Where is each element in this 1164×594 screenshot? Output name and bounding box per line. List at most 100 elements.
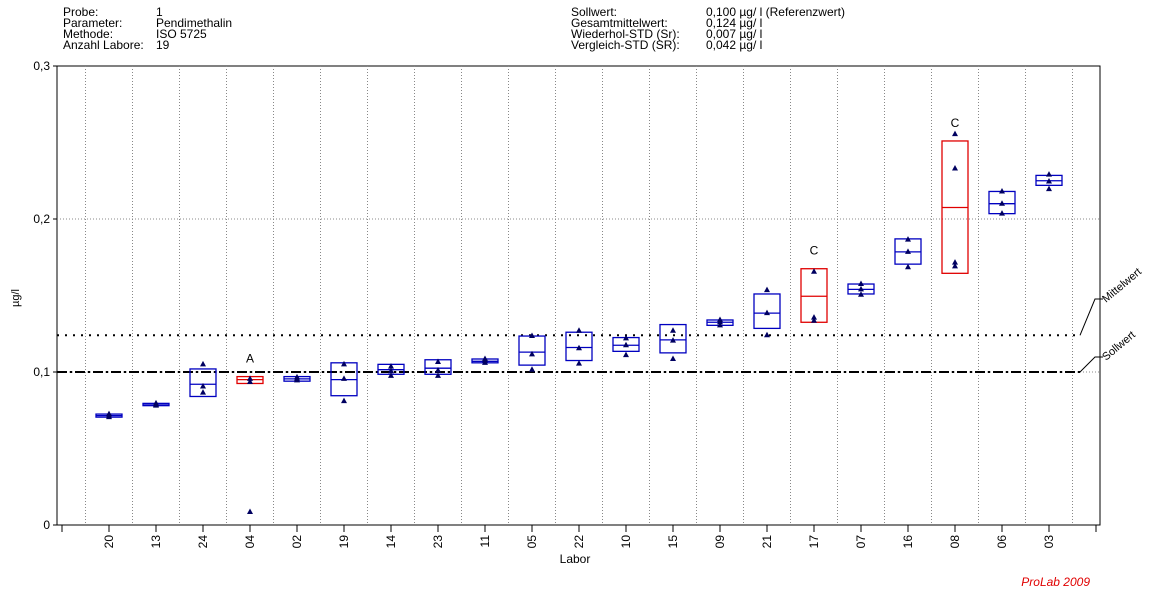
lab-data-point <box>435 358 441 365</box>
lab-box <box>659 323 687 354</box>
lab-data-point <box>200 389 206 395</box>
lab-data-point <box>529 332 535 339</box>
x-tick-label: 11 <box>478 535 492 548</box>
info-row-wiederhol-std: Wiederhol-STD (Sr): 0,007 µg/ l <box>571 27 845 41</box>
lab-09: 09 <box>706 316 734 549</box>
lab-data-point <box>623 334 629 341</box>
lab-data-point <box>388 363 394 369</box>
lab-data-point <box>952 165 958 171</box>
reference-lines: Mittelwert Sollwert <box>57 266 1144 373</box>
lab-data-point <box>811 268 817 274</box>
lab-07: 07 <box>847 280 875 548</box>
y-tick-label: 0,2 <box>33 212 50 226</box>
lab-data-point <box>247 508 253 514</box>
lab-data-point <box>529 350 535 357</box>
info-value: ISO 5725 <box>156 27 207 41</box>
lab-data-point <box>200 383 206 389</box>
lab-data-point <box>529 366 535 372</box>
statistics-info-block: Sollwert: 0,100 µg/ l (Referenzwert) Gesa… <box>571 5 845 52</box>
x-tick-label: 21 <box>760 535 774 549</box>
lab-data-point <box>576 327 582 333</box>
lab-box <box>189 368 217 398</box>
lab-23: 23 <box>424 358 452 548</box>
lab-data-point <box>341 360 347 367</box>
lab-08: C 08 <box>941 116 969 548</box>
lab-13: 13 <box>142 399 170 548</box>
y-tick-label: 0,3 <box>33 59 50 73</box>
lab-data-point <box>811 314 817 320</box>
info-key: Wiederhol-STD (Sr): <box>571 27 680 41</box>
info-value: 19 <box>156 38 170 52</box>
lab-data-point <box>247 375 253 381</box>
lab-05: 05 <box>518 332 546 549</box>
x-tick-label: 06 <box>995 535 1009 549</box>
info-value: 1 <box>156 5 163 19</box>
lab-data-point <box>905 248 911 254</box>
lab-box <box>518 335 546 366</box>
reference-label-mittelwert: Mittelwert <box>1100 266 1144 305</box>
lab-data-point <box>200 360 206 367</box>
info-row-vergleich-std: Vergleich-STD (SR): 0,042 µg/ l <box>571 38 845 52</box>
lab-data-point <box>858 285 864 292</box>
info-value: 0,007 µg/ l <box>706 27 763 41</box>
lab-data-point <box>670 327 676 333</box>
lab-data-point <box>153 399 159 406</box>
x-tick-label: 16 <box>901 535 915 549</box>
lab-boxes: 20 13 24 A 04 02 19 14 23 11 05 22 10 15 09 21 C 17 07 16 C 0… <box>95 116 1063 549</box>
info-value: 0,042 µg/ l <box>706 38 763 52</box>
lab-data-point <box>999 210 1005 216</box>
x-tick-label: 09 <box>713 535 727 549</box>
reference-leader <box>1079 298 1103 336</box>
lab-data-point <box>905 236 911 242</box>
reference-label-sollwert: Sollwert <box>1100 329 1138 363</box>
x-tick-label: 02 <box>290 535 304 549</box>
lab-22: 22 <box>565 327 593 548</box>
info-key: Probe: <box>63 5 99 19</box>
lab-flag-label: A <box>246 352 254 366</box>
axes: 0 0,1 0,2 0,3 <box>33 59 1097 532</box>
lab-data-point <box>435 366 441 373</box>
lab-data-point <box>388 372 394 378</box>
lab-data-point <box>858 291 864 297</box>
lab-14: 14 <box>377 363 405 548</box>
info-key: Vergleich-STD (SR): <box>571 38 680 52</box>
lab-data-point <box>952 130 958 137</box>
lab-data-point <box>905 263 911 270</box>
lab-data-point <box>576 360 582 366</box>
lab-data-point <box>623 341 629 348</box>
lab-data-point <box>388 367 394 374</box>
x-tick-label: 19 <box>337 535 351 549</box>
info-row-gesamtmittelwert: Gesamtmittelwert: 0,124 µg/ l <box>571 16 845 30</box>
lab-data-point <box>1046 171 1052 177</box>
lab-data-point <box>341 397 347 404</box>
y-tick-label: 0,1 <box>33 365 50 379</box>
lab-19: 19 <box>330 360 358 549</box>
lab-04: A 04 <box>236 352 264 549</box>
lab-06: 06 <box>988 187 1016 549</box>
info-value: Pendimethalin <box>156 16 233 30</box>
info-value: 0,100 µg/ l (Referenzwert) <box>706 5 845 19</box>
x-tick-label: 15 <box>666 535 680 549</box>
lab-data-point <box>1046 185 1052 192</box>
x-tick-label: 05 <box>525 535 539 549</box>
info-key: Sollwert: <box>571 5 618 19</box>
info-value: 0,124 µg/ l <box>706 16 763 30</box>
x-tick-label: 04 <box>243 535 257 549</box>
info-key: Anzahl Labore: <box>63 38 144 52</box>
lab-data-point <box>811 317 817 323</box>
lab-box <box>753 293 781 330</box>
lab-17: C 17 <box>800 244 828 549</box>
x-tick-label: 03 <box>1042 535 1056 549</box>
y-tick-label: 0 <box>43 518 50 532</box>
lab-data-point <box>435 372 441 378</box>
y-axis-label: µg/l <box>10 289 22 307</box>
info-row-probe: Probe: 1 <box>63 5 232 19</box>
lab-data-point <box>341 375 347 381</box>
lab-03: 03 <box>1035 171 1063 549</box>
info-key: Gesamtmittelwert: <box>571 16 668 30</box>
lab-data-point <box>670 337 676 343</box>
lab-data-point <box>999 200 1005 206</box>
x-tick-label: 17 <box>807 535 821 549</box>
lab-24: 24 <box>189 360 217 548</box>
x-tick-label: 10 <box>619 535 633 549</box>
